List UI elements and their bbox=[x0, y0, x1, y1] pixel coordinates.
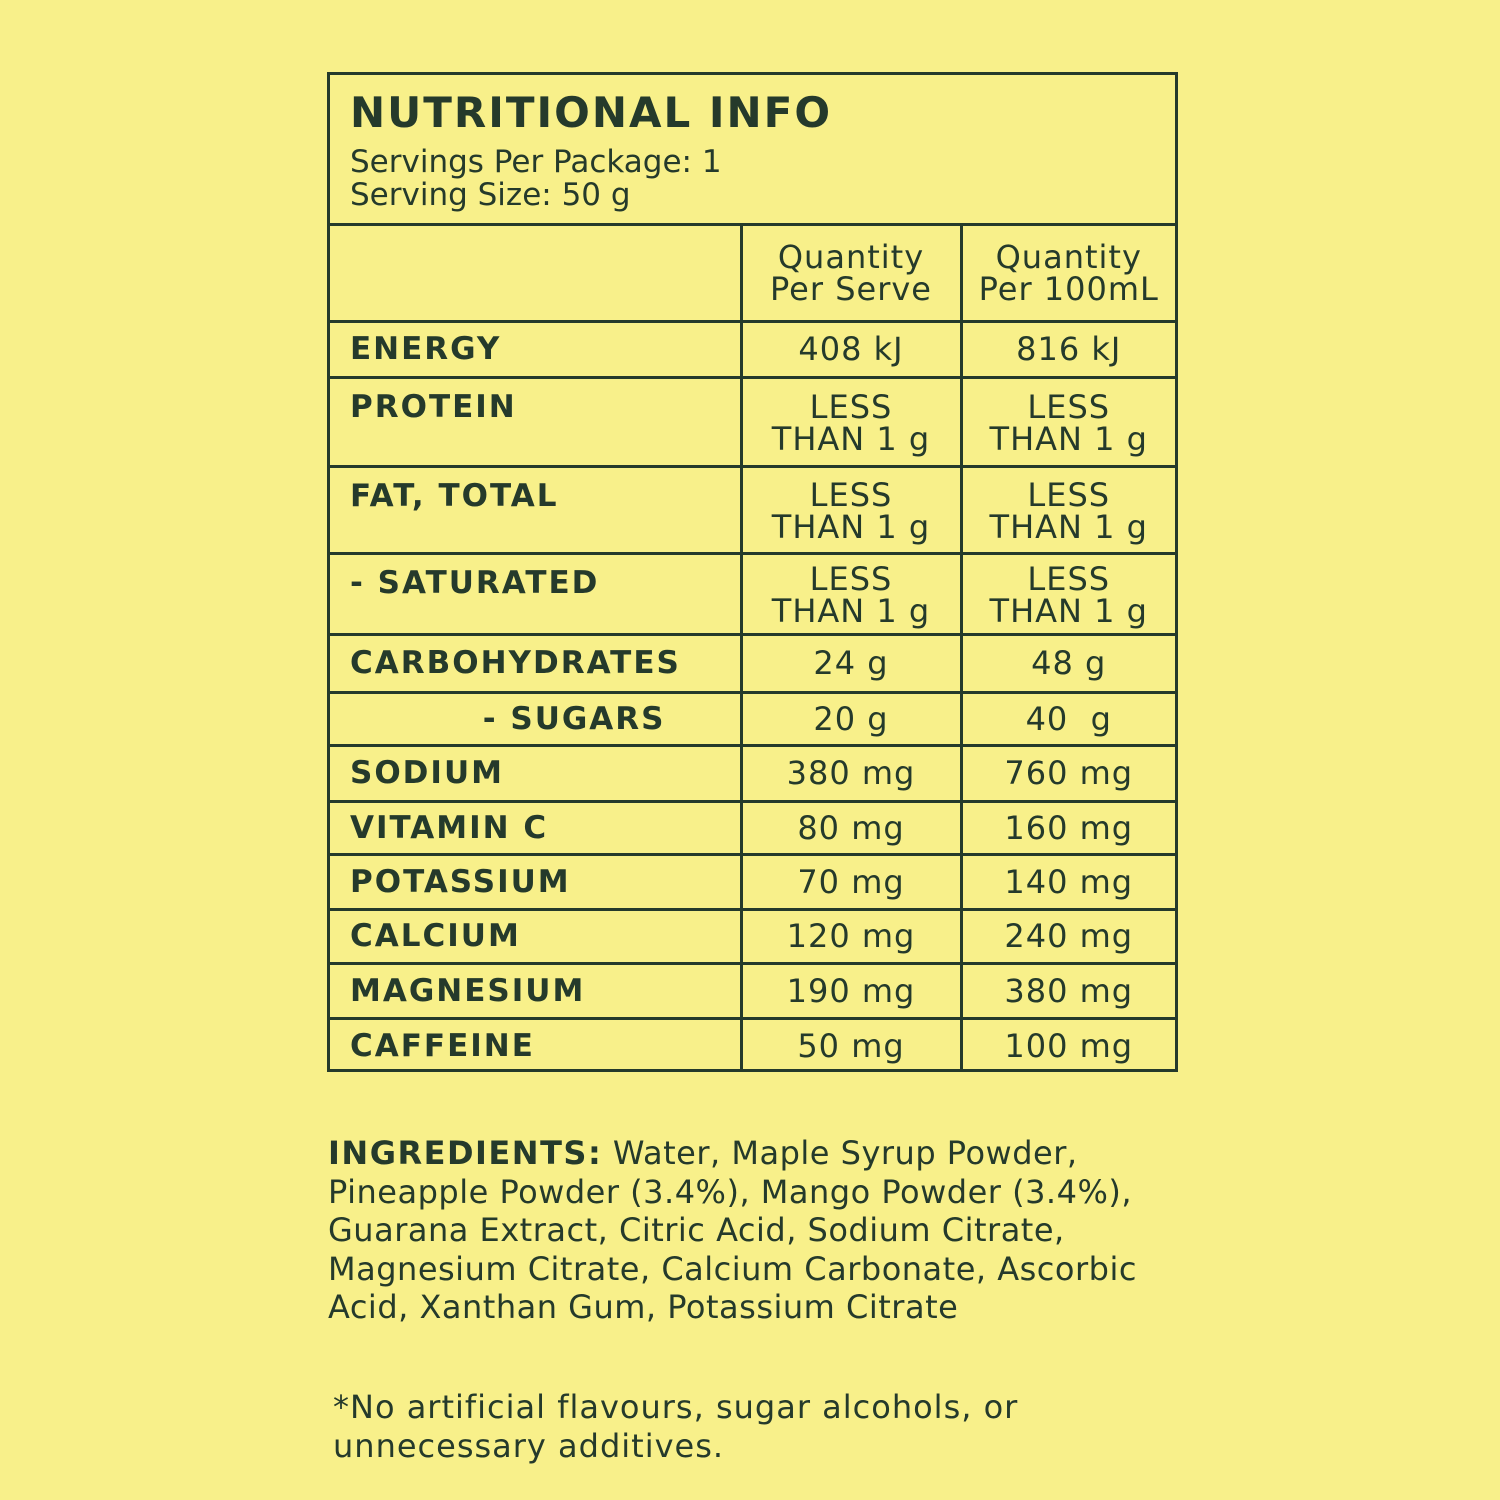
table-row: CAFFEINE 50 mg 100 mg bbox=[330, 1018, 1175, 1072]
value-per-serve: 70 mg bbox=[741, 854, 963, 911]
nutrition-table: Quantity Per Serve Quantity Per 100mL EN… bbox=[330, 226, 1175, 1072]
value-per-100ml: LESS THAN 1 g bbox=[961, 377, 1175, 468]
nutrient-name: VITAMIN C bbox=[330, 801, 743, 856]
nutrition-title: NUTRITIONAL INFO bbox=[350, 88, 833, 137]
table-row: PROTEIN LESS THAN 1 g LESS THAN 1 g bbox=[330, 377, 1175, 468]
nutrient-name: ENERGY bbox=[330, 321, 743, 379]
nutrient-name: CARBOHYDRATES bbox=[330, 634, 743, 694]
table-row: MAGNESIUM 190 mg 380 mg bbox=[330, 963, 1175, 1020]
nutrient-name: - SATURATED bbox=[330, 553, 743, 636]
header-per-100ml-line1: Quantity bbox=[995, 237, 1142, 276]
value-per-100ml: 100 mg bbox=[1004, 1026, 1134, 1065]
header-per-serve-line2: Per Serve bbox=[770, 269, 932, 308]
table-row: FAT, TOTAL LESS THAN 1 g LESS THAN 1 g bbox=[330, 466, 1175, 555]
value-line: THAN 1 g bbox=[771, 591, 931, 630]
table-row: POTASSIUM 70 mg 140 mg bbox=[330, 854, 1175, 911]
value-line: THAN 1 g bbox=[989, 591, 1148, 630]
value-per-100ml: LESS THAN 1 g bbox=[961, 466, 1175, 555]
nutrient-name: POTASSIUM bbox=[330, 854, 743, 911]
table-row: VITAMIN C 80 mg 160 mg bbox=[330, 801, 1175, 856]
value-per-100ml: 816 kJ bbox=[961, 321, 1175, 379]
table-row: SODIUM 380 mg 760 mg bbox=[330, 745, 1175, 803]
nutrition-panel: NUTRITIONAL INFO Servings Per Package: 1… bbox=[327, 72, 1178, 1072]
nutrient-name: FAT, TOTAL bbox=[330, 466, 743, 555]
header-per-100ml: Quantity Per 100mL bbox=[961, 226, 1175, 323]
value-line: THAN 1 g bbox=[989, 507, 1148, 546]
value-per-100ml: 380 mg bbox=[961, 963, 1175, 1020]
nutrient-name: CALCIUM bbox=[330, 909, 743, 965]
servings-per-package: Servings Per Package: 1 bbox=[350, 144, 722, 180]
value-line: LESS bbox=[1027, 475, 1111, 514]
value-per-100ml: 40 g bbox=[961, 692, 1175, 747]
value-per-serve: 190 mg bbox=[741, 963, 963, 1020]
value-per-serve: LESS THAN 1 g bbox=[741, 377, 963, 468]
value-line: THAN 1 g bbox=[989, 419, 1148, 458]
value-line: THAN 1 g bbox=[771, 419, 931, 458]
nutrient-name: CAFFEINE bbox=[330, 1018, 743, 1072]
value-per-serve: 408 kJ bbox=[741, 321, 963, 379]
table-row: CALCIUM 120 mg 240 mg bbox=[330, 909, 1175, 965]
header-per-serve-line1: Quantity bbox=[777, 237, 925, 276]
ingredients-paragraph: INGREDIENTS: Water, Maple Syrup Powder, … bbox=[328, 1134, 1188, 1327]
nutrient-name: MAGNESIUM bbox=[330, 963, 743, 1020]
value-per-100ml: 48 g bbox=[961, 634, 1175, 694]
value-per-serve: 20 g bbox=[741, 692, 963, 747]
value-per-100ml: 160 mg bbox=[961, 801, 1175, 856]
nutrition-header: NUTRITIONAL INFO Servings Per Package: 1… bbox=[330, 75, 1175, 226]
value-per-100ml: 760 mg bbox=[961, 745, 1175, 803]
header-per-100ml-line2: Per 100mL bbox=[978, 269, 1159, 308]
value-per-serve: LESS THAN 1 g bbox=[741, 466, 963, 555]
ingredients-text: Water, Maple Syrup Powder, Pineapple Pow… bbox=[328, 1134, 1137, 1326]
value-per-100ml: LESS THAN 1 g bbox=[961, 553, 1175, 636]
value-per-serve: LESS THAN 1 g bbox=[741, 553, 963, 636]
footnote: *No artificial flavours, sugar alcohols,… bbox=[333, 1388, 1019, 1465]
value-per-serve: 80 mg bbox=[741, 801, 963, 856]
header-blank bbox=[330, 226, 743, 323]
value-per-serve: 120 mg bbox=[741, 909, 963, 965]
table-row: - SATURATED LESS THAN 1 g LESS THAN 1 g bbox=[330, 553, 1175, 636]
header-per-serve: Quantity Per Serve bbox=[741, 226, 963, 323]
nutrient-name: - SUGARS bbox=[330, 692, 743, 747]
value-per-serve: 50 mg bbox=[741, 1018, 963, 1072]
value-line: LESS bbox=[1027, 559, 1111, 598]
value-line: LESS bbox=[1027, 387, 1111, 426]
value-line: LESS bbox=[809, 387, 893, 426]
value-per-100ml: 140 mg bbox=[961, 854, 1175, 911]
table-row: ENERGY 408 kJ 816 kJ bbox=[330, 321, 1175, 379]
value-per-serve: 380 mg bbox=[741, 745, 963, 803]
table-row: - SUGARS 20 g 40 g bbox=[330, 692, 1175, 747]
nutrient-name: PROTEIN bbox=[330, 377, 743, 468]
value-line: THAN 1 g bbox=[771, 507, 931, 546]
table-header-row: Quantity Per Serve Quantity Per 100mL bbox=[330, 226, 1175, 323]
ingredients-label: INGREDIENTS: bbox=[328, 1134, 603, 1172]
value-per-100ml: 240 mg bbox=[961, 909, 1175, 965]
table-row: CARBOHYDRATES 24 g 48 g bbox=[330, 634, 1175, 694]
nutrient-name: SODIUM bbox=[330, 745, 743, 803]
value-line: LESS bbox=[809, 475, 893, 514]
value-per-serve: 24 g bbox=[741, 634, 963, 694]
value-line: LESS bbox=[809, 559, 893, 598]
serving-size: Serving Size: 50 g bbox=[350, 177, 631, 213]
